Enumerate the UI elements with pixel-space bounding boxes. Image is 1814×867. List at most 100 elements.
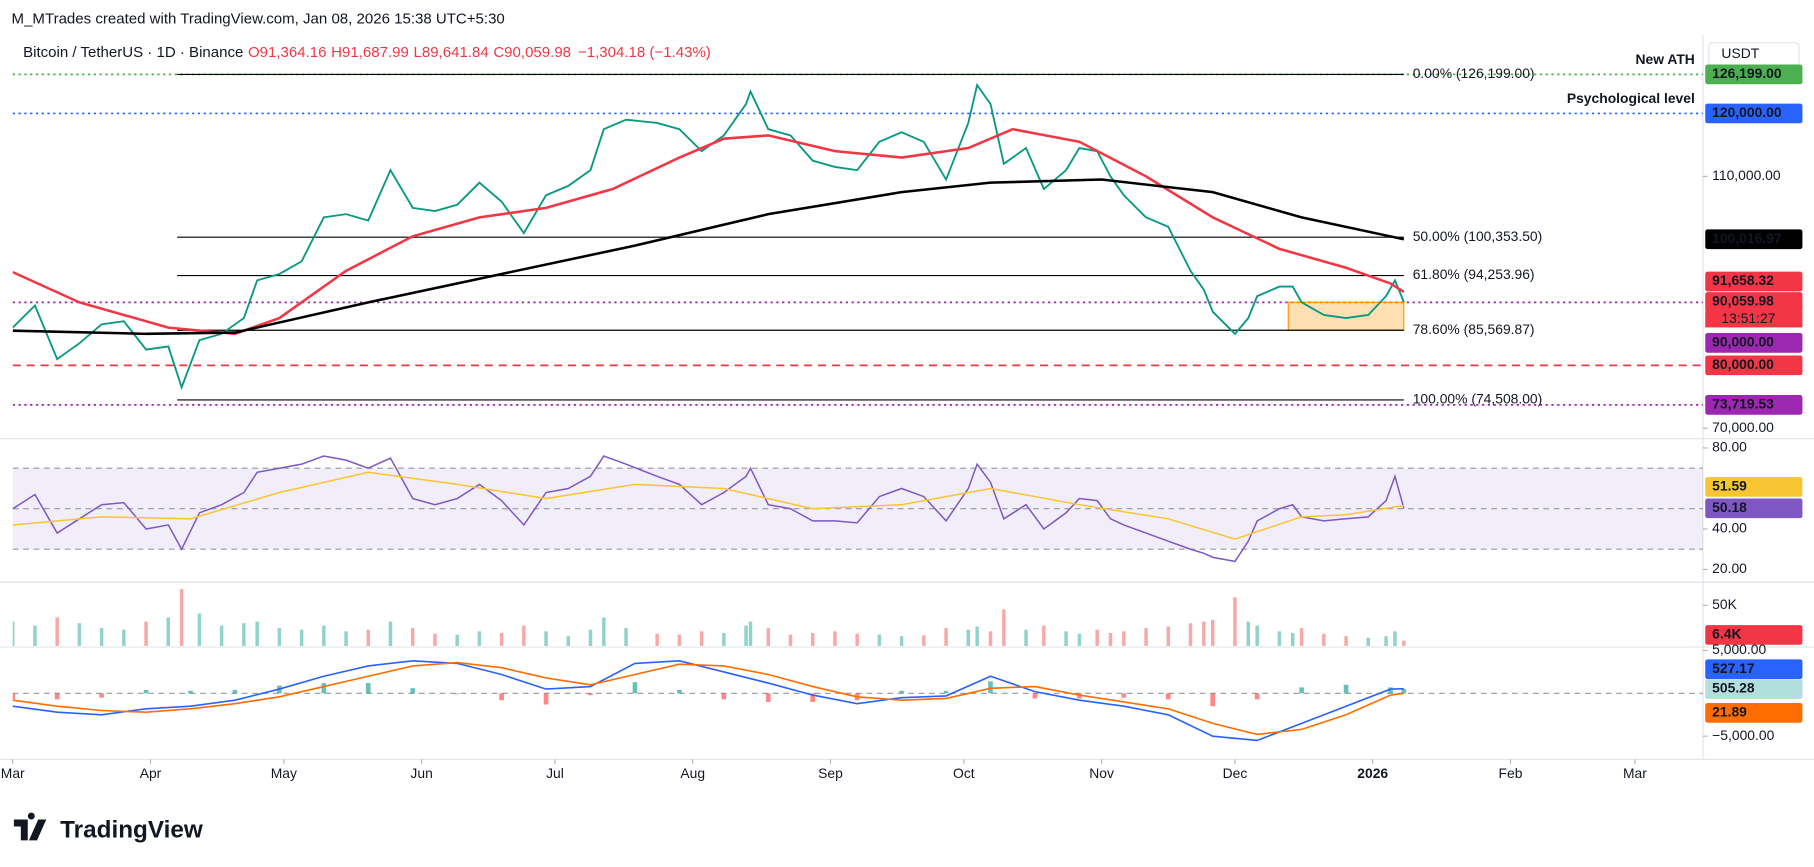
histogram-bar — [1388, 687, 1393, 694]
volume-bar — [1384, 636, 1388, 646]
volume-bar — [197, 613, 202, 646]
histogram-bar — [454, 693, 460, 695]
histogram-bar — [365, 683, 371, 694]
price-label-box — [1705, 64, 1803, 85]
currency[interactable]: USDT — [1721, 45, 1759, 61]
volume-bar — [1077, 633, 1082, 646]
histogram-bar — [143, 689, 149, 694]
histogram-bar — [321, 683, 327, 694]
price-label: 50.18 — [1712, 499, 1747, 515]
fib-label: 0.00% (126,199.00) — [1413, 65, 1535, 81]
histogram-bar — [54, 693, 60, 700]
volume-bar — [722, 632, 726, 646]
volume-bar — [833, 631, 837, 646]
histogram-bar — [765, 693, 771, 702]
countdown-box — [1705, 311, 1803, 328]
volume-bar — [1024, 629, 1028, 646]
price-label-box — [1705, 103, 1803, 124]
volume-bar — [677, 634, 682, 646]
volume-bar — [588, 629, 593, 646]
volume-bar — [1042, 625, 1046, 646]
rsi-ma — [12, 471, 1405, 540]
volume-bar — [1246, 621, 1251, 646]
x-tick-label: Aug — [680, 765, 705, 781]
fib-label: 50.00% (100,353.50) — [1413, 228, 1543, 244]
price-label: 21.89 — [1712, 704, 1747, 720]
price-label: 505.28 — [1712, 680, 1755, 696]
price-label: 91,658.32 — [1712, 272, 1774, 288]
volume-bar — [1064, 631, 1068, 646]
volume-bar — [899, 636, 904, 646]
price-label: 100,016.97 — [1712, 230, 1782, 246]
histogram-bar — [1077, 693, 1082, 699]
volume-bar — [1002, 609, 1006, 646]
y-tick-label: 50K — [1712, 596, 1737, 612]
volume-bar — [344, 631, 348, 646]
y-tick-label: 5,000.00 — [1712, 641, 1766, 657]
histogram-bar — [1401, 689, 1407, 694]
price-label-box — [1705, 703, 1803, 723]
volume-bar — [242, 623, 246, 646]
y-tick-label: 40.00 — [1712, 520, 1747, 536]
annotation: New ATH — [1635, 51, 1694, 67]
price-label: 90,000.00 — [1712, 334, 1774, 350]
volume-bar — [1393, 631, 1397, 646]
volume-bar — [219, 625, 224, 646]
fib-label: 100.00% (74,508.00) — [1413, 391, 1543, 407]
histogram-bar — [99, 693, 104, 698]
y-tick-label: 20.00 — [1712, 560, 1747, 576]
fib-label: 78.60% (85,569.87) — [1413, 321, 1535, 337]
price-label-box — [1705, 498, 1803, 519]
volume-bar — [477, 631, 482, 646]
price-label: 126,199.00 — [1712, 65, 1782, 81]
volume-bar — [366, 629, 371, 646]
price-label: 80,000.00 — [1712, 356, 1774, 372]
volume-bar — [179, 589, 184, 646]
y-tick-label: −5,000.00 — [1712, 727, 1774, 743]
x-tick-label: Sep — [818, 765, 843, 781]
volume-bar — [410, 628, 415, 646]
histogram-bar — [632, 682, 638, 694]
x-tick-label: Nov — [1089, 765, 1114, 781]
histogram-bar — [588, 693, 593, 696]
header: M_MTrades created with TradingView.com, … — [12, 11, 505, 28]
x-tick-label: Apr — [140, 765, 162, 781]
volume-bar — [1299, 628, 1304, 646]
price-label: 51.59 — [1712, 478, 1747, 494]
plot — [12, 73, 1703, 742]
ohlc: C90,059.98 — [493, 44, 571, 61]
volume-bar — [433, 633, 437, 646]
histogram-bar — [1299, 687, 1304, 694]
volume-bar — [1255, 625, 1259, 646]
x-tick-label: Jun — [410, 765, 432, 781]
price-label: 90,059.98 — [1712, 293, 1774, 309]
price-label-box — [1705, 395, 1803, 415]
histogram-bar — [943, 690, 949, 694]
price-label: 120,000.00 — [1712, 104, 1782, 120]
x-tick-label: Jul — [546, 765, 564, 781]
volume-bar — [1277, 631, 1282, 646]
x-tick-label: 2026 — [1357, 765, 1388, 781]
volume-bar — [1202, 621, 1206, 646]
ohlc: L89,641.84 — [413, 44, 488, 61]
volume-bar — [744, 625, 748, 646]
countdown: 13:51:27 — [1721, 310, 1775, 326]
volume-bar — [922, 635, 926, 646]
price-label-box — [1705, 292, 1803, 312]
volume-bar — [1402, 640, 1406, 646]
histogram-bar — [232, 689, 238, 694]
volume-bar — [1095, 629, 1099, 646]
volume-bar — [766, 628, 771, 646]
price-label: 527.17 — [1712, 660, 1755, 676]
annotation: Psychological level — [1567, 90, 1695, 106]
price-label-box — [1705, 229, 1803, 250]
volume-bar — [1188, 623, 1193, 646]
x-tick-label: Feb — [1499, 765, 1523, 781]
logo: TradingView — [13, 812, 203, 844]
ohlc: O91,364.16 — [248, 44, 327, 61]
volume-bar — [99, 628, 104, 646]
price-label-box — [1705, 477, 1803, 497]
volume-bar — [1210, 619, 1215, 646]
histogram-bar — [499, 693, 504, 701]
